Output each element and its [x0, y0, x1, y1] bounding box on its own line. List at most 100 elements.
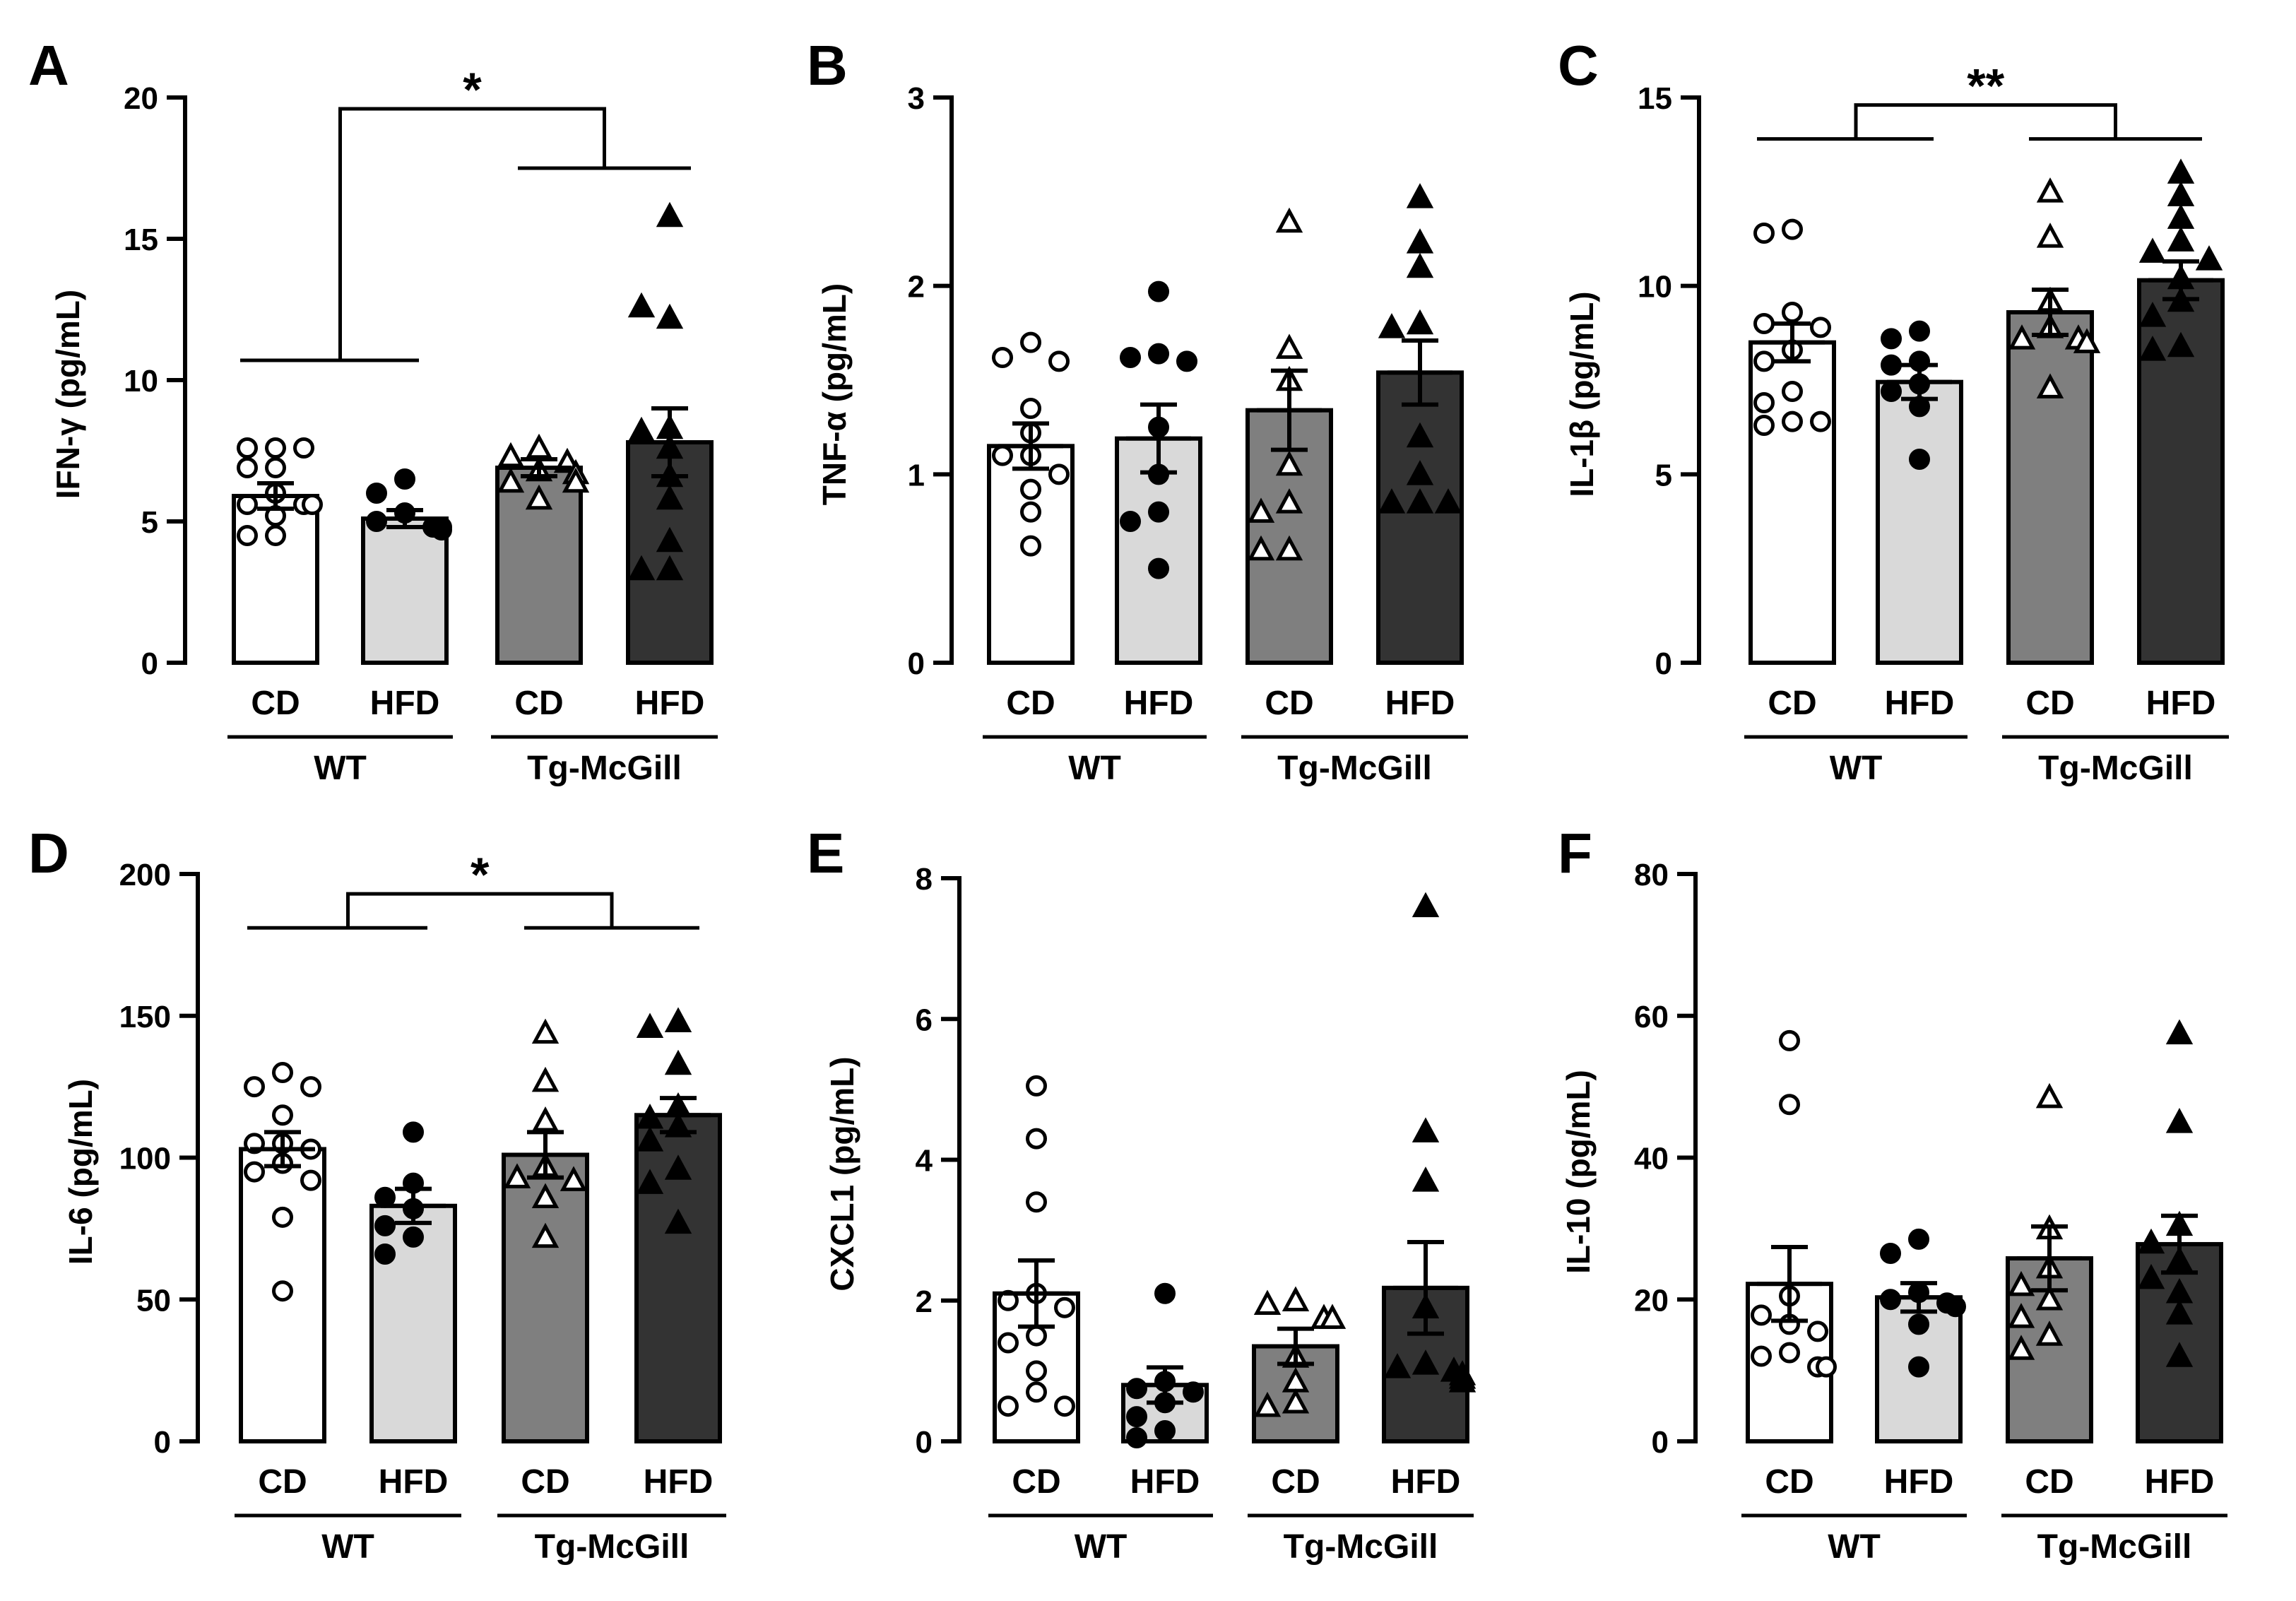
data-point-tg-cd	[1247, 497, 1275, 523]
x-category-label: CD	[1271, 1463, 1320, 1501]
data-point-tg-hfd	[2165, 1299, 2194, 1325]
significance-bracket: *	[240, 63, 691, 362]
data-point-wt-cd	[1753, 350, 1775, 372]
data-point-wt-hfd	[1176, 350, 1197, 372]
significance-stars: **	[1967, 59, 2004, 113]
data-point-wt-hfd	[1154, 1420, 1176, 1442]
y-tick-label: 1	[908, 458, 925, 492]
data-point-wt-cd	[1020, 398, 1041, 419]
y-axis-label: IL-10 (pg/mL)	[1560, 1070, 1597, 1274]
data-point-wt-cd	[1054, 1395, 1075, 1417]
data-point-wt-cd	[1048, 350, 1070, 372]
data-point-wt-cd	[1054, 1296, 1075, 1318]
data-point-wt-cd	[1026, 1191, 1047, 1213]
data-point-tg-cd	[1318, 1304, 1347, 1329]
y-tick-label: 2	[916, 1284, 933, 1319]
x-category-label: HFD	[379, 1463, 449, 1501]
data-point-tg-hfd	[664, 1208, 692, 1234]
data-point-tg-cd	[531, 1018, 560, 1044]
data-point-tg-hfd	[2167, 158, 2195, 184]
data-point-wt-cd	[1779, 1342, 1800, 1364]
data-point-tg-hfd	[2165, 1342, 2194, 1367]
data-point-tg-cd	[1275, 450, 1303, 476]
data-point-wt-hfd	[1881, 354, 1902, 376]
data-point-tg-cd	[2035, 1321, 2064, 1346]
data-point-wt-hfd	[1880, 1289, 1901, 1311]
y-tick-label: 150	[119, 1000, 171, 1034]
data-point-wt-cd	[265, 437, 286, 459]
y-tick-label: 200	[119, 858, 171, 892]
data-point-tg-hfd	[1406, 309, 1434, 335]
data-point-wt-cd	[237, 457, 258, 478]
y-axis-label: IFN-γ (pg/mL)	[49, 290, 86, 499]
bar-tg-cd	[2006, 310, 2094, 665]
y-tick-label: 4	[916, 1144, 933, 1178]
data-point-wt-cd	[998, 1395, 1019, 1417]
data-point-wt-cd	[1753, 313, 1775, 334]
data-point-tg-cd	[2007, 1303, 2035, 1328]
y-tick-label: 2	[908, 270, 925, 305]
data-point-wt-hfd	[1126, 1406, 1147, 1428]
significance-stars: *	[463, 63, 482, 117]
data-point-tg-hfd	[1406, 488, 1434, 514]
data-point-tg-cd	[2073, 328, 2101, 353]
x-category-label: CD	[1768, 685, 1816, 722]
x-category-label: HFD	[2146, 685, 2216, 722]
data-point-tg-hfd	[1406, 422, 1434, 448]
y-tick-label: 5	[1655, 458, 1672, 492]
data-point-wt-hfd	[1120, 347, 1141, 368]
y-tick-label: 20	[1634, 1283, 1669, 1318]
data-point-tg-cd	[562, 467, 590, 493]
data-point-tg-hfd	[656, 201, 684, 228]
x-category-label: CD	[2025, 1463, 2073, 1501]
data-point-wt-hfd	[1909, 449, 1930, 470]
data-point-tg-cd	[2036, 223, 2064, 248]
data-point-tg-cd	[525, 433, 553, 459]
x-category-label: HFD	[644, 1463, 714, 1501]
data-point-tg-hfd	[1412, 1166, 1440, 1192]
data-point-wt-cd	[1782, 381, 1803, 402]
genotype-label: WT	[1830, 750, 1883, 787]
data-point-tg-hfd	[1412, 1349, 1440, 1375]
data-point-wt-cd	[1753, 415, 1775, 436]
data-point-tg-hfd	[2167, 226, 2195, 252]
data-point-tg-hfd	[1406, 183, 1434, 208]
data-point-wt-cd	[300, 1169, 321, 1191]
data-point-wt-hfd	[1880, 1243, 1901, 1265]
genotype-label: WT	[1068, 750, 1121, 787]
data-point-wt-cd	[1026, 1075, 1047, 1097]
data-point-tg-cd	[2008, 324, 2036, 350]
data-point-wt-hfd	[1881, 328, 1902, 350]
data-point-tg-cd	[1275, 207, 1303, 233]
genotype-label: Tg-McGill	[2038, 750, 2193, 787]
data-point-wt-cd	[237, 525, 258, 546]
x-category-label: HFD	[2145, 1463, 2215, 1501]
y-tick-label: 50	[136, 1283, 171, 1318]
data-point-tg-cd	[1253, 1391, 1282, 1417]
data-point-wt-hfd	[431, 519, 452, 540]
data-point-tg-cd	[2035, 1082, 2064, 1109]
data-point-tg-cd	[2036, 177, 2064, 203]
data-point-tg-cd	[1282, 1286, 1310, 1311]
data-point-wt-hfd	[1126, 1427, 1147, 1449]
data-point-tg-hfd	[2167, 331, 2195, 358]
data-point-tg-cd	[2007, 1335, 2035, 1360]
bracket-connector	[346, 892, 614, 928]
x-category-label: HFD	[1124, 685, 1194, 722]
y-tick-label: 40	[1634, 1142, 1669, 1176]
data-point-wt-hfd	[366, 483, 387, 504]
data-point-wt-cd	[300, 1076, 321, 1098]
y-axis-label: IL-6 (pg/mL)	[62, 1079, 99, 1265]
data-point-wt-hfd	[403, 1121, 424, 1143]
data-point-wt-cd	[302, 494, 323, 515]
data-point-wt-hfd	[1148, 343, 1169, 365]
genotype-label: Tg-McGill	[1277, 750, 1432, 787]
data-point-wt-cd	[1782, 302, 1803, 323]
x-category-label: CD	[1765, 1463, 1813, 1501]
data-point-tg-hfd	[2138, 302, 2167, 327]
data-point-tg-hfd	[1412, 892, 1440, 918]
data-point-wt-hfd	[374, 1215, 396, 1236]
data-point-tg-hfd	[664, 1154, 692, 1180]
data-point-tg-hfd	[1434, 488, 1462, 514]
